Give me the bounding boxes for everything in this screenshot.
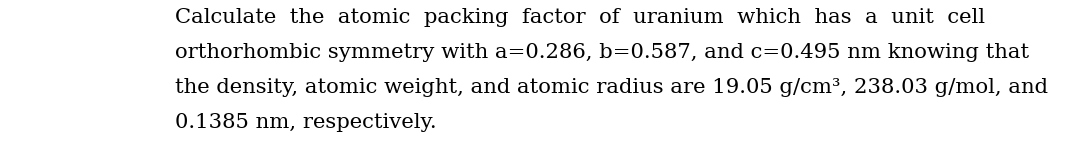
Text: the density, atomic weight, and atomic radius are 19.05 g/cm³, 238.03 g/mol, and: the density, atomic weight, and atomic r… (175, 78, 1048, 97)
Text: Calculate  the  atomic  packing  factor  of  uranium  which  has  a  unit  cell: Calculate the atomic packing factor of u… (175, 8, 985, 27)
Text: 0.1385 nm, respectively.: 0.1385 nm, respectively. (175, 113, 436, 132)
Text: orthorhombic symmetry with a=0.286, b=0.587, and c=0.495 nm knowing that: orthorhombic symmetry with a=0.286, b=0.… (175, 43, 1029, 62)
